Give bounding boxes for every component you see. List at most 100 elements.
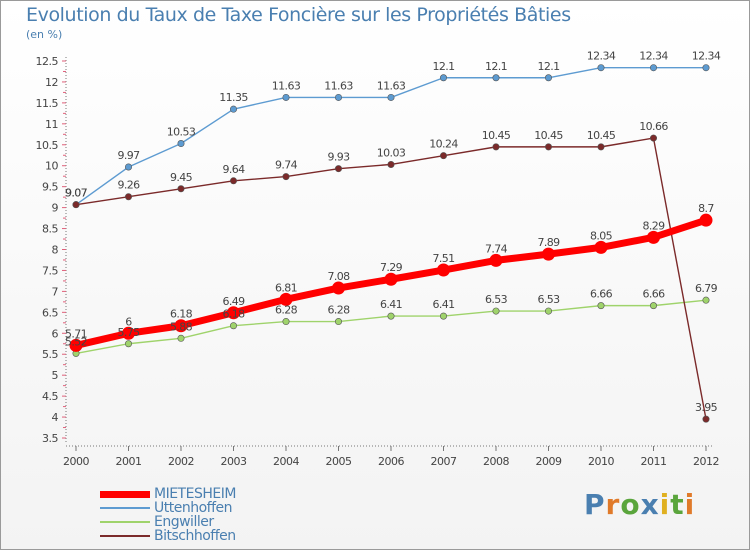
data-point-engwiller	[439, 312, 447, 320]
data-label-mietesheim: 8.29	[642, 219, 665, 232]
data-label-engwiller: 5.88	[170, 320, 193, 333]
x-tick-label: 2007	[431, 455, 457, 468]
y-tick-label: 12.5	[36, 55, 59, 68]
y-tick-label: 8	[52, 244, 59, 257]
data-point-uttenhoffen	[597, 64, 605, 72]
logo-letter: P	[584, 488, 606, 521]
data-point-mietesheim	[647, 230, 660, 244]
data-label-bitschhoffen: 10.24	[429, 138, 458, 151]
legend-label: Engwiller	[154, 514, 214, 530]
data-point-mietesheim	[279, 292, 293, 306]
data-point-uttenhoffen	[282, 93, 290, 101]
data-point-uttenhoffen	[492, 74, 500, 82]
y-tick-label: 7.5	[42, 264, 58, 277]
data-label-mietesheim: 6.81	[275, 281, 297, 294]
data-label-mietesheim: 6.18	[170, 308, 193, 321]
series-points	[69, 64, 713, 423]
data-label-mietesheim: 7.89	[537, 236, 560, 249]
data-label-engwiller: 5.52	[65, 335, 87, 348]
data-point-engwiller	[282, 318, 290, 326]
y-unit-label: (en %)	[26, 28, 63, 41]
data-label-mietesheim: 7.08	[327, 270, 350, 283]
data-label-engwiller: 6.18	[222, 308, 245, 321]
data-label-mietesheim: 7.51	[432, 252, 454, 265]
x-tick-label: 2004	[273, 455, 299, 468]
y-tick-label: 11.5	[36, 97, 59, 110]
data-label-uttenhoffen: 11.63	[324, 79, 353, 92]
data-label-mietesheim: 6	[125, 315, 132, 328]
x-tick-label: 2005	[326, 455, 352, 468]
data-point-bitschhoffen	[334, 165, 342, 173]
data-label-engwiller: 6.79	[695, 282, 718, 295]
y-tick-label: 9.5	[42, 181, 58, 194]
data-label-mietesheim: 7.29	[380, 261, 403, 274]
chart-title: Evolution du Taux de Taxe Foncière sur l…	[26, 4, 571, 26]
y-tick-label: 3.5	[42, 432, 58, 445]
data-point-bitschhoffen	[649, 134, 657, 142]
data-point-bitschhoffen	[177, 185, 185, 193]
data-label-uttenhoffen: 12.1	[485, 60, 507, 73]
data-label-engwiller: 5.75	[117, 326, 140, 339]
data-point-bitschhoffen	[492, 143, 500, 151]
data-point-engwiller	[387, 312, 395, 320]
y-tick-label: 6	[52, 327, 59, 340]
x-tick-label: 2011	[641, 455, 667, 468]
data-label-bitschhoffen: 10.45	[534, 129, 563, 142]
data-label-engwiller: 6.41	[380, 298, 402, 311]
data-point-uttenhoffen	[649, 64, 657, 72]
x-tick-label: 2002	[168, 455, 194, 468]
data-label-uttenhoffen: 11.63	[377, 79, 406, 92]
data-point-bitschhoffen	[282, 173, 290, 181]
y-tick-label: 10	[45, 160, 58, 173]
legend-item-bitschhoffen: Bitschhoffen	[100, 529, 236, 543]
data-label-uttenhoffen: 12.34	[587, 50, 616, 63]
axes: 3.5 4 4.5 5 5.5 6 6.5 7 7.5 8 8.5 9 9.5 10 10.5 11 11.5 1…	[36, 55, 720, 468]
legend-item-uttenhoffen: Uttenhoffen	[100, 501, 236, 515]
data-label-bitschhoffen: 10.45	[482, 129, 511, 142]
data-label-bitschhoffen: 9.45	[170, 171, 193, 184]
y-tick-label: 9	[52, 202, 59, 215]
legend-label: Uttenhoffen	[154, 500, 233, 516]
data-label-uttenhoffen: 9.97	[117, 149, 140, 162]
y-tick-label: 5	[52, 369, 59, 382]
data-label-uttenhoffen: 12.34	[639, 50, 668, 63]
data-point-bitschhoffen	[387, 160, 395, 168]
data-label-bitschhoffen: 9.26	[117, 179, 140, 192]
data-label-mietesheim: 8.05	[590, 229, 613, 242]
data-point-mietesheim	[542, 247, 555, 261]
data-label-uttenhoffen: 11.35	[219, 91, 248, 104]
data-point-engwiller	[125, 340, 133, 348]
data-point-engwiller	[544, 307, 552, 315]
x-tick-label: 2012	[693, 455, 719, 468]
data-label-bitschhoffen: 10.03	[377, 146, 406, 159]
logo-letter: o	[620, 488, 641, 521]
data-point-mietesheim	[437, 263, 450, 277]
y-tick-label: 6.5	[42, 306, 58, 319]
data-point-mietesheim	[699, 213, 713, 227]
legend-item-engwiller: Engwiller	[100, 515, 236, 529]
x-tick-label: 2010	[588, 455, 614, 468]
y-tick-label: 12	[45, 76, 58, 89]
legend-label: Bitschhoffen	[154, 528, 236, 544]
data-point-uttenhoffen	[387, 93, 395, 101]
proxiti-logo: Proxiti	[584, 488, 695, 521]
y-tick-label: 10.5	[36, 139, 59, 152]
data-label-engwiller: 6.41	[432, 298, 454, 311]
logo-letter: i	[659, 488, 671, 521]
data-label-uttenhoffen: 9.07	[65, 187, 88, 200]
data-label-bitschhoffen: 10.45	[587, 129, 616, 142]
data-point-bitschhoffen	[439, 152, 447, 160]
data-label-mietesheim: 8.7	[698, 202, 714, 215]
data-point-engwiller	[334, 318, 342, 326]
data-point-engwiller	[702, 296, 710, 304]
data-point-engwiller	[597, 302, 605, 310]
data-point-uttenhoffen	[177, 140, 185, 148]
data-point-mietesheim	[174, 319, 188, 333]
data-label-engwiller: 6.28	[275, 304, 298, 317]
data-point-mietesheim	[69, 338, 83, 352]
data-label-uttenhoffen: 11.63	[272, 79, 301, 92]
data-point-mietesheim	[122, 326, 135, 340]
data-point-uttenhoffen	[230, 105, 238, 113]
data-label-bitschhoffen: 3.95	[695, 401, 718, 414]
